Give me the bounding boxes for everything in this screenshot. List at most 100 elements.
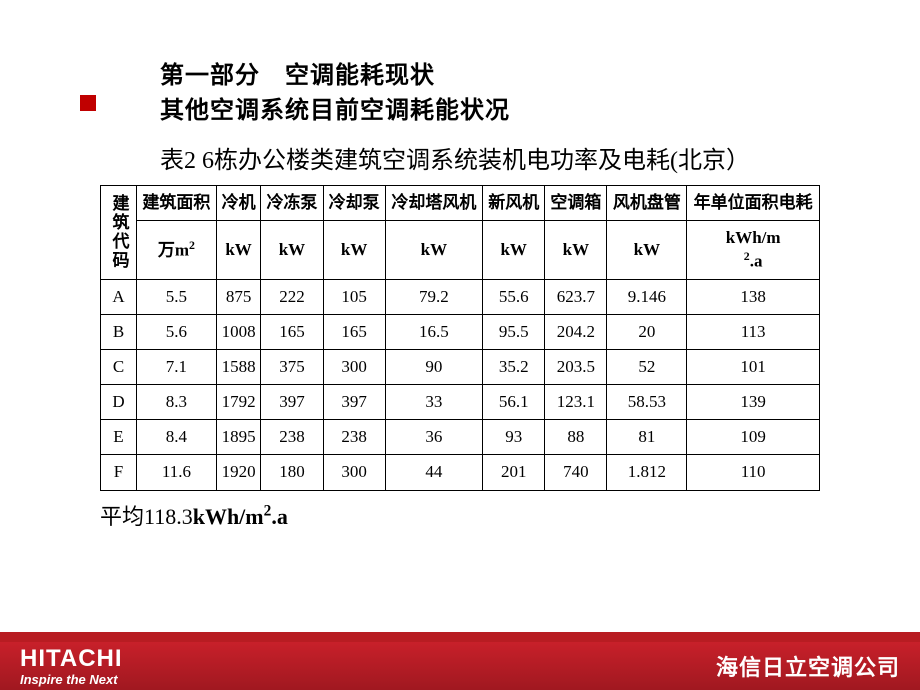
col-header: 冷机 [216, 186, 261, 221]
cell: 79.2 [385, 279, 482, 314]
cell: 16.5 [385, 315, 482, 350]
cell: 204.2 [545, 315, 607, 350]
bullet-square [80, 95, 96, 111]
cell: 1792 [216, 385, 261, 420]
col-header: 新风机 [483, 186, 545, 221]
footer: HITACHI Inspire the Next 海信日立空调公司 [0, 632, 920, 690]
cell: 222 [261, 279, 323, 314]
cell: 113 [687, 315, 820, 350]
cell: 35.2 [483, 350, 545, 385]
cell: 740 [545, 455, 607, 490]
heading-line2: 其他空调系统目前空调耗能状况 [160, 90, 820, 125]
col-unit: 万m2 [137, 221, 217, 280]
heading-line1: 第一部分 空调能耗现状 [160, 55, 820, 90]
cell: 139 [687, 385, 820, 420]
cell: 623.7 [545, 279, 607, 314]
col-header: 冷冻泵 [261, 186, 323, 221]
cell: 7.1 [137, 350, 217, 385]
cell: 5.6 [137, 315, 217, 350]
cell: 1920 [216, 455, 261, 490]
table-header-row-1: 建筑代码 建筑面积 冷机 冷冻泵 冷却泵 冷却塔风机 新风机 空调箱 风机盘管 … [101, 186, 820, 221]
col-header: 空调箱 [545, 186, 607, 221]
footer-accent-bar [0, 632, 920, 642]
col-header: 冷却泵 [323, 186, 385, 221]
cell: 101 [687, 350, 820, 385]
cell: 165 [261, 315, 323, 350]
company-name: 海信日立空调公司 [716, 650, 900, 682]
col-unit: kW [483, 221, 545, 280]
col-header: 年单位面积电耗 [687, 186, 820, 221]
table-row: F 11.6 1920 180 300 44 201 740 1.812 110 [101, 455, 820, 490]
cell: 875 [216, 279, 261, 314]
cell: 95.5 [483, 315, 545, 350]
cell: 55.6 [483, 279, 545, 314]
cell: 44 [385, 455, 482, 490]
cell: 110 [687, 455, 820, 490]
cell: 1895 [216, 420, 261, 455]
cell-code: E [101, 420, 137, 455]
cell-code: F [101, 455, 137, 490]
col-header-code: 建筑代码 [101, 186, 137, 280]
avg-label: 平均 [100, 504, 144, 529]
cell: 397 [261, 385, 323, 420]
average-note: 平均118.3kWh/m2.a [100, 499, 820, 531]
cell: 1008 [216, 315, 261, 350]
hitachi-tagline: Inspire the Next [20, 673, 123, 686]
cell: 81 [607, 420, 687, 455]
cell: 56.1 [483, 385, 545, 420]
col-unit: kW [385, 221, 482, 280]
cell: 8.3 [137, 385, 217, 420]
table-header-row-2: 万m2 kW kW kW kW kW kW kW kWh/m2.a [101, 221, 820, 280]
cell: 58.53 [607, 385, 687, 420]
cell: 88 [545, 420, 607, 455]
cell: 20 [607, 315, 687, 350]
footer-main: HITACHI Inspire the Next 海信日立空调公司 [0, 642, 920, 690]
cell: 36 [385, 420, 482, 455]
cell: 165 [323, 315, 385, 350]
cell: 180 [261, 455, 323, 490]
col-unit: kW [607, 221, 687, 280]
cell: 105 [323, 279, 385, 314]
data-table: 建筑代码 建筑面积 冷机 冷冻泵 冷却泵 冷却塔风机 新风机 空调箱 风机盘管 … [100, 185, 820, 491]
cell: 203.5 [545, 350, 607, 385]
cell: 93 [483, 420, 545, 455]
col-unit: kWh/m2.a [687, 221, 820, 280]
table-row: A 5.5 875 222 105 79.2 55.6 623.7 9.146 … [101, 279, 820, 314]
col-header: 风机盘管 [607, 186, 687, 221]
table-row: C 7.1 1588 375 300 90 35.2 203.5 52 101 [101, 350, 820, 385]
cell: 238 [261, 420, 323, 455]
cell: 109 [687, 420, 820, 455]
cell: 33 [385, 385, 482, 420]
cell: 52 [607, 350, 687, 385]
cell-code: B [101, 315, 137, 350]
table-row: B 5.6 1008 165 165 16.5 95.5 204.2 20 11… [101, 315, 820, 350]
col-header: 建筑面积 [137, 186, 217, 221]
cell: 9.146 [607, 279, 687, 314]
cell: 1588 [216, 350, 261, 385]
cell: 238 [323, 420, 385, 455]
cell: 90 [385, 350, 482, 385]
cell: 375 [261, 350, 323, 385]
col-header: 冷却塔风机 [385, 186, 482, 221]
cell: 5.5 [137, 279, 217, 314]
cell: 1.812 [607, 455, 687, 490]
col-unit: kW [216, 221, 261, 280]
cell: 138 [687, 279, 820, 314]
col-unit: kW [261, 221, 323, 280]
table-caption: 表2 6栋办公楼类建筑空调系统装机电功率及电耗(北京） [90, 140, 820, 175]
table-row: E 8.4 1895 238 238 36 93 88 81 109 [101, 420, 820, 455]
col-unit: kW [545, 221, 607, 280]
cell-code: C [101, 350, 137, 385]
cell: 201 [483, 455, 545, 490]
hitachi-logo-block: HITACHI Inspire the Next [20, 647, 123, 686]
avg-unit: kWh/m2.a [193, 504, 288, 529]
hitachi-logo: HITACHI [20, 647, 123, 671]
cell: 8.4 [137, 420, 217, 455]
cell-code: A [101, 279, 137, 314]
cell: 397 [323, 385, 385, 420]
heading-group: 第一部分 空调能耗现状 其他空调系统目前空调耗能状况 [160, 55, 820, 125]
table-row: D 8.3 1792 397 397 33 56.1 123.1 58.53 1… [101, 385, 820, 420]
cell: 11.6 [137, 455, 217, 490]
cell: 300 [323, 350, 385, 385]
avg-value: 118.3 [144, 504, 193, 529]
